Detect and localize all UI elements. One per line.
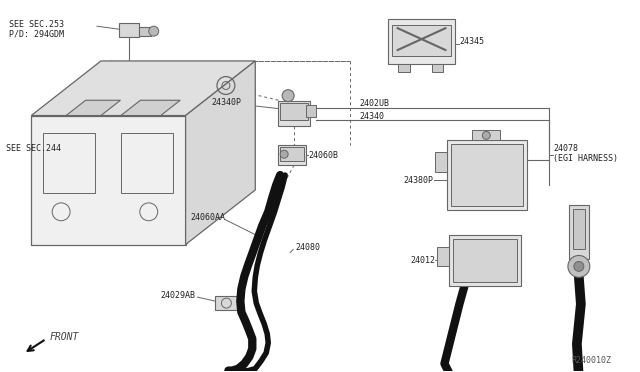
Circle shape — [483, 131, 490, 140]
Bar — [573, 209, 585, 248]
Text: 24345: 24345 — [460, 36, 484, 46]
Bar — [44, 134, 95, 193]
Bar — [569, 205, 589, 259]
Text: SEE SEC.253: SEE SEC.253 — [10, 20, 65, 29]
Circle shape — [280, 150, 288, 158]
Text: 24080: 24080 — [295, 243, 320, 252]
Text: FRONT: FRONT — [49, 332, 79, 342]
Text: 24380P: 24380P — [403, 176, 433, 185]
Bar — [451, 144, 523, 206]
Text: SEE SEC.244: SEE SEC.244 — [6, 144, 61, 153]
Text: P/D: 294GDM: P/D: 294GDM — [10, 30, 65, 39]
Bar — [435, 152, 447, 172]
Polygon shape — [31, 116, 186, 244]
Bar — [397, 64, 410, 72]
Polygon shape — [31, 61, 255, 116]
Bar — [392, 25, 451, 56]
Text: 2402UB: 2402UB — [360, 99, 390, 108]
Text: 24029AB: 24029AB — [161, 291, 196, 300]
Text: 24060B: 24060B — [308, 151, 338, 160]
Polygon shape — [186, 61, 255, 244]
Polygon shape — [121, 100, 180, 116]
Circle shape — [148, 26, 159, 36]
Bar — [280, 147, 304, 161]
Text: 24012: 24012 — [410, 256, 435, 265]
Bar — [453, 238, 517, 282]
Polygon shape — [66, 100, 120, 116]
Text: R240010Z: R240010Z — [571, 356, 611, 365]
Bar — [431, 64, 444, 72]
Bar — [449, 235, 521, 286]
Bar — [278, 145, 306, 165]
Bar — [472, 131, 500, 140]
Bar — [280, 103, 308, 121]
Bar — [216, 296, 237, 310]
Bar — [121, 134, 173, 193]
Bar — [119, 23, 139, 37]
Bar — [278, 101, 310, 126]
Circle shape — [574, 262, 584, 271]
Text: 24340P: 24340P — [211, 98, 241, 107]
Bar — [438, 247, 449, 266]
Text: (EGI HARNESS): (EGI HARNESS) — [553, 154, 618, 163]
Circle shape — [282, 90, 294, 102]
Bar — [306, 105, 316, 116]
Bar — [447, 140, 527, 210]
Text: 24078: 24078 — [553, 144, 578, 153]
Text: 24340: 24340 — [360, 112, 385, 121]
Bar — [139, 27, 151, 36]
Circle shape — [568, 256, 590, 277]
Text: 24060AA: 24060AA — [191, 213, 225, 222]
Bar — [388, 19, 456, 64]
